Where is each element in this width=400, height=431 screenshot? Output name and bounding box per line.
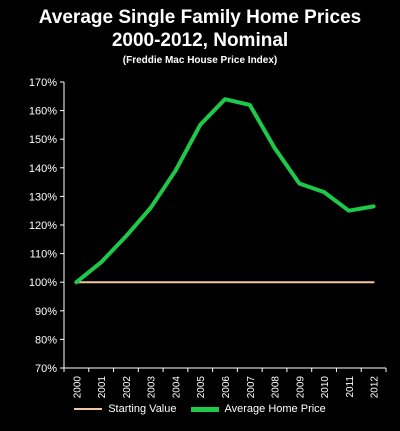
x-tick-label: 2010 (320, 376, 331, 399)
x-tick-label: 2011 (345, 376, 356, 398)
y-tick-label: 120% (29, 220, 57, 232)
x-tick-label: 2003 (147, 376, 158, 399)
legend-item-starting-value: Starting Value (74, 403, 177, 415)
x-tick-label: 2007 (246, 376, 257, 399)
chart-subtitle: (Freddie Mac House Price Index) (122, 55, 278, 66)
y-tick-label: 70% (35, 363, 57, 375)
series-line-average-home-price (74, 97, 376, 285)
x-tick-label: 2006 (221, 376, 232, 399)
legend-item-average-home-price: Average Home Price (190, 403, 326, 415)
x-tick-label: 2002 (122, 376, 133, 399)
chart-title-line-2: 2000-2012, Nominal (111, 30, 289, 51)
y-tick-label: 130% (29, 191, 57, 203)
y-tick-label: 140% (29, 163, 57, 175)
y-tick-label: 100% (29, 277, 57, 289)
y-tick-label: 110% (30, 249, 58, 261)
x-tick-label: 2012 (370, 376, 381, 399)
y-tick-label: 170% (29, 77, 57, 89)
y-tick-label: 90% (35, 306, 57, 318)
x-tick-label: 2001 (97, 376, 108, 399)
x-tick-label: 2008 (271, 376, 282, 399)
title-block: Average Single Family Home Prices 2000-2… (0, 6, 400, 66)
x-tick-label: 2009 (295, 376, 306, 399)
y-tick-label: 160% (29, 106, 57, 118)
y-tick-label: 80% (35, 334, 57, 346)
x-tick-label: 2004 (171, 376, 182, 399)
chart-title-line-1: Average Single Family Home Prices (38, 7, 362, 28)
x-tick-label: 2000 (72, 376, 83, 399)
legend-label-average-home-price: Average Home Price (224, 403, 326, 415)
legend: Starting Value Average Home Price (0, 403, 400, 415)
legend-label-starting-value: Starting Value (108, 403, 177, 415)
legend-swatch-average-home-price (190, 406, 219, 412)
legend-swatch-starting-value (74, 408, 103, 410)
x-tick-label: 2005 (196, 376, 207, 399)
y-tick-label: 150% (29, 134, 57, 146)
